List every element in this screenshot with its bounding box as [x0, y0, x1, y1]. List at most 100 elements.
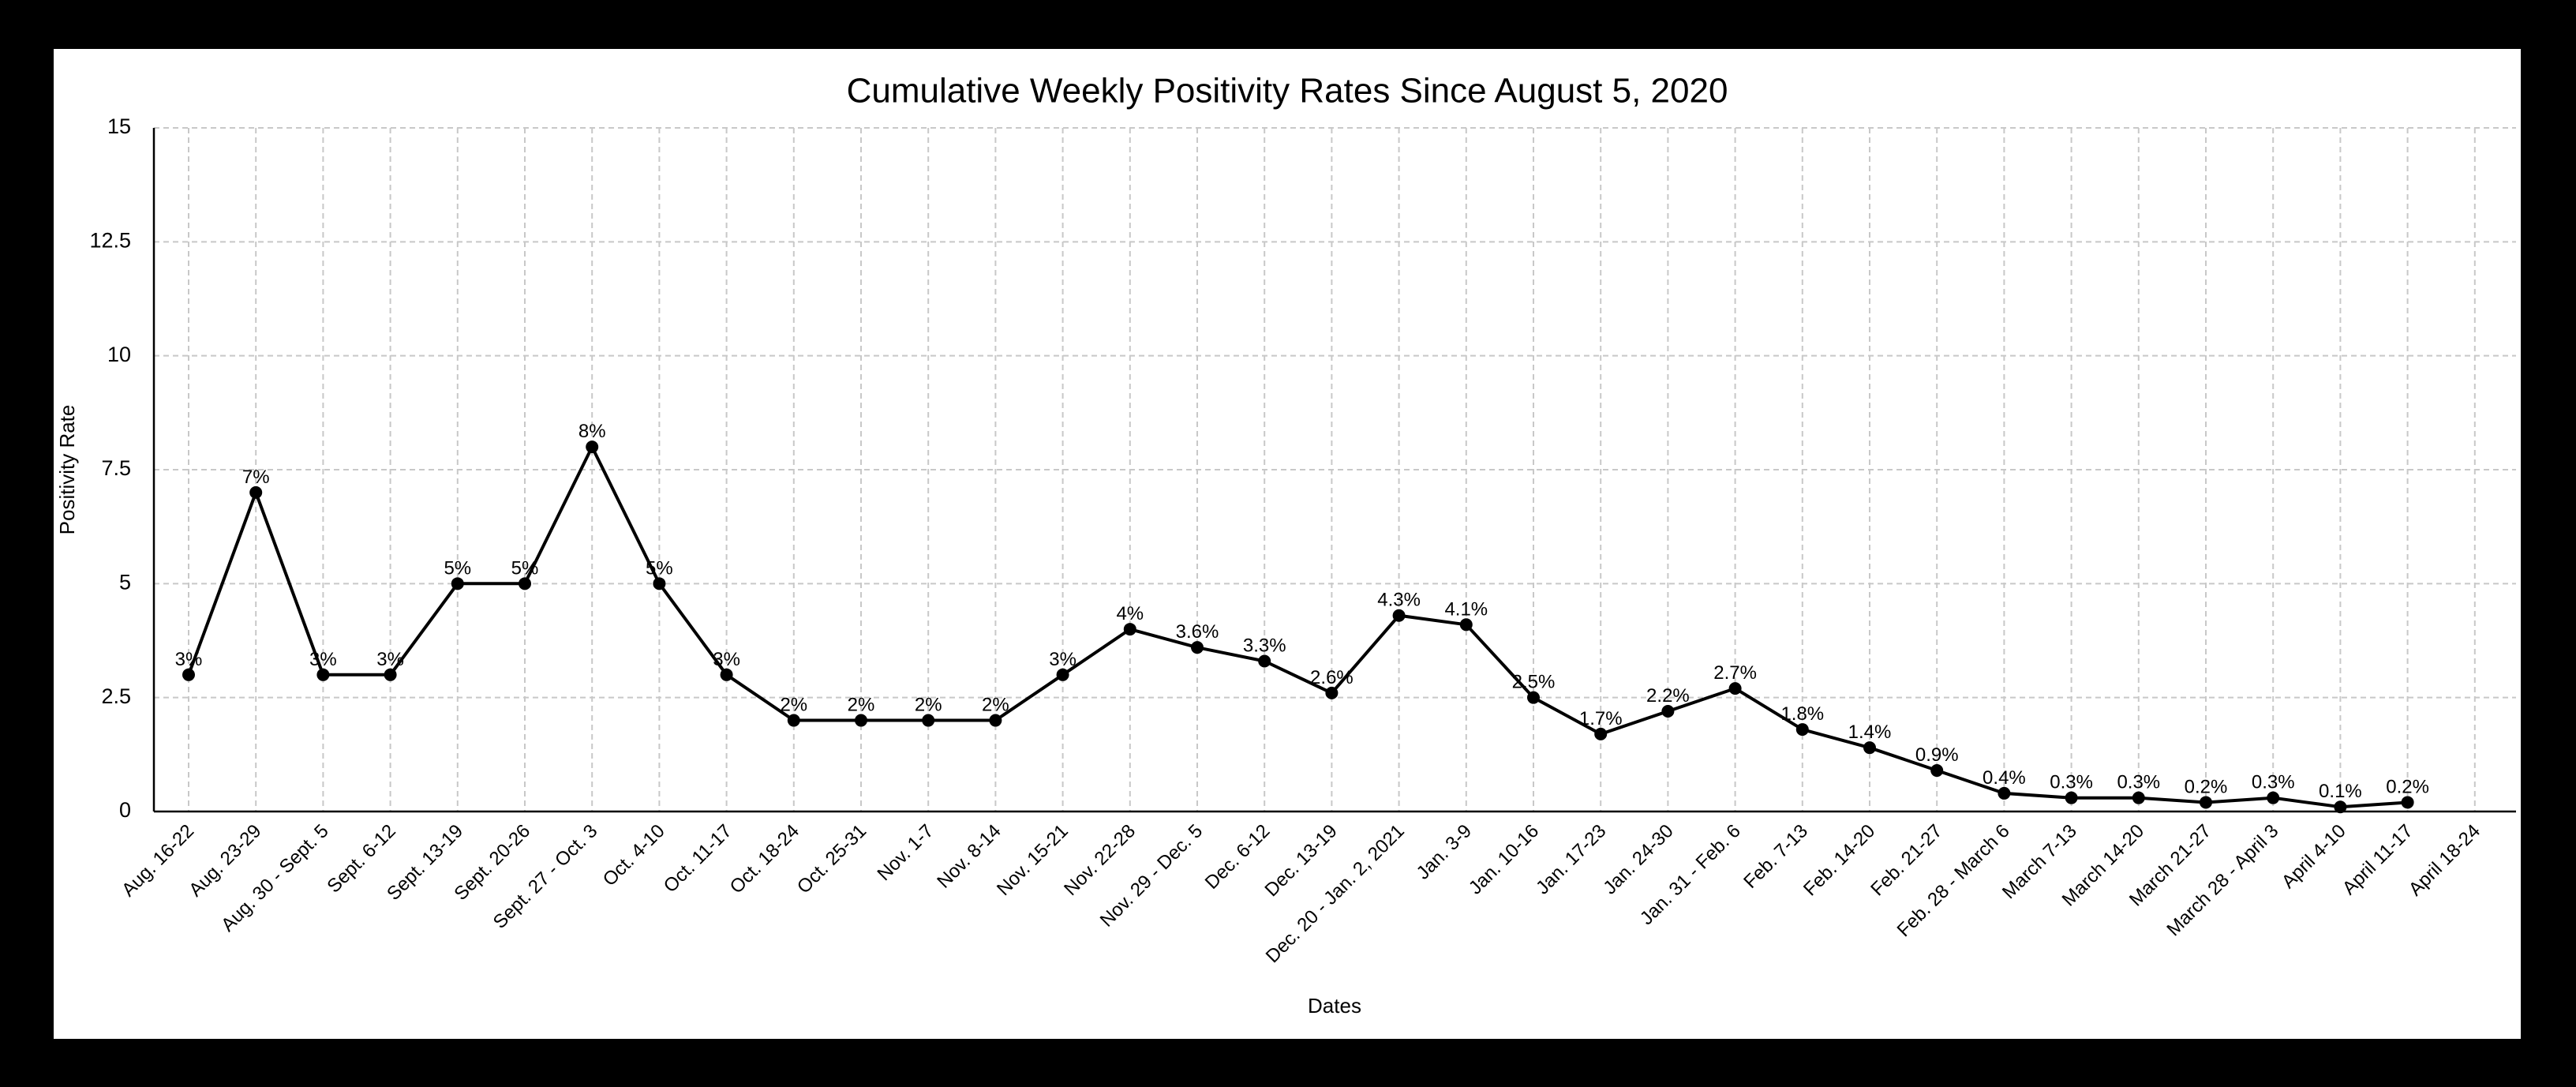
data-label: 3% [713, 649, 740, 670]
data-label: 0.1% [2319, 781, 2362, 802]
data-point [316, 668, 330, 681]
data-point [1392, 609, 1406, 622]
data-label: 2.6% [1310, 667, 1354, 688]
data-point [1728, 682, 1742, 695]
y-tick-label: 0 [119, 798, 131, 822]
x-tick-label: Oct. 25-31 [793, 820, 871, 898]
data-label: 2.7% [1713, 662, 1757, 684]
data-point [1325, 686, 1339, 699]
data-label: 4.1% [1444, 598, 1488, 620]
y-axis-title: Positivity Rate [55, 405, 79, 535]
data-point [519, 577, 531, 590]
x-axis-title: Dates [1308, 994, 1361, 1018]
data-label: 4% [1116, 603, 1144, 624]
data-labels: 3% 7% 3% 3% 5% 5% 8% 5% 3% 2% 2% 2% 2% 3% 4% 3.6% 3.3% 2.… [175, 421, 2429, 802]
data-label: 3% [376, 649, 404, 670]
data-point [787, 714, 800, 727]
data-label: 2.2% [1646, 685, 1690, 707]
y-tick-label: 7.5 [101, 456, 131, 480]
data-point [1056, 668, 1069, 681]
x-tick-label: Feb. 28 - March 6 [1893, 820, 2014, 941]
data-point [1191, 641, 1204, 654]
data-point [1527, 691, 1540, 704]
data-label: 1.4% [1848, 722, 1892, 743]
data-label: 3% [1049, 649, 1076, 670]
data-point [989, 714, 1002, 727]
x-tick-label: Oct. 11-17 [660, 820, 736, 897]
x-tick-label: Dec. 20 - Jan. 2, 2021 [1262, 820, 1409, 967]
x-tick-label: Aug. 16-22 [118, 820, 198, 901]
chart-title: Cumulative Weekly Positivity Rates Since… [847, 72, 1728, 111]
data-point [1998, 786, 2011, 800]
data-point [2334, 800, 2347, 814]
data-label: 4.3% [1377, 590, 1421, 611]
data-point [1459, 618, 1473, 632]
data-point [182, 668, 195, 681]
x-tick-label: Nov. 15-21 [993, 820, 1073, 900]
data-point [1863, 741, 1876, 755]
data-label: 2% [982, 695, 1009, 716]
x-tick-label: Oct. 18-24 [726, 820, 803, 898]
data-label: 0.3% [2252, 772, 2295, 793]
grid [154, 127, 2516, 812]
chart-panel: 0 2.5 5 7.5 10 12.5 15 Aug. 16-22 Aug. 23-29 Aug.… [54, 49, 2521, 1039]
data-point [2401, 796, 2414, 809]
data-label: 5% [444, 557, 471, 579]
x-tick-label: Nov. 1-7 [873, 820, 938, 885]
data-label: 2% [848, 695, 875, 716]
data-label: 5% [511, 557, 539, 579]
data-point [922, 714, 935, 727]
data-point [1594, 727, 1608, 740]
data-point [2132, 791, 2145, 804]
x-tick-label: Jan. 17-23 [1532, 820, 1610, 898]
y-tick-label: 10 [107, 343, 131, 366]
data-label: 3% [309, 649, 337, 670]
x-tick-label: Feb. 7-13 [1739, 820, 1812, 893]
data-point [1661, 704, 1675, 718]
data-label: 5% [646, 557, 673, 579]
data-label: 0.2% [2185, 776, 2228, 797]
series-line [187, 445, 2408, 809]
data-point [1795, 723, 1809, 737]
data-point [1930, 764, 1944, 778]
data-label: 3% [175, 649, 203, 670]
data-point [249, 485, 263, 499]
data-point [2200, 796, 2212, 809]
data-point [2065, 791, 2078, 804]
data-label: 0.2% [2386, 776, 2429, 797]
x-tick-label: March 28 - April 3 [2162, 820, 2282, 940]
data-label: 1.8% [1780, 703, 1824, 725]
data-label: 3.3% [1243, 635, 1286, 656]
x-tick-label: Oct. 4-10 [599, 820, 669, 890]
y-tick-label: 15 [107, 114, 131, 138]
y-tick-label: 5 [119, 570, 131, 594]
data-label: 7% [242, 467, 270, 488]
data-label: 0.3% [2050, 772, 2093, 793]
data-point [2267, 791, 2280, 804]
data-label: 2.5% [1512, 672, 1556, 693]
x-tick-label: April 18-24 [2405, 820, 2484, 900]
data-point [1258, 654, 1271, 668]
data-label: 1.7% [1579, 708, 1623, 729]
data-label: 2% [915, 695, 942, 716]
x-tick-label: Feb. 14-20 [1799, 820, 1879, 900]
x-tick-label: Nov. 8-14 [933, 820, 1005, 892]
y-tick-label: 12.5 [89, 228, 131, 252]
data-point [451, 577, 464, 590]
data-label: 8% [578, 421, 606, 442]
x-tick-label: Jan. 10-16 [1465, 820, 1543, 898]
data-label: 0.3% [2117, 772, 2160, 793]
x-tick-label: April 4-10 [2278, 820, 2350, 893]
data-label: 0.4% [1983, 767, 2026, 789]
data-label: 2% [780, 695, 807, 716]
data-point [1123, 623, 1136, 636]
x-tick-label: April 11-17 [2338, 820, 2417, 899]
y-tick-label: 2.5 [101, 684, 131, 708]
data-point [720, 668, 733, 681]
data-label: 0.9% [1915, 744, 1959, 766]
data-point [384, 668, 397, 681]
data-point [855, 714, 867, 727]
x-tick-label: Jan. 3-9 [1413, 820, 1476, 883]
